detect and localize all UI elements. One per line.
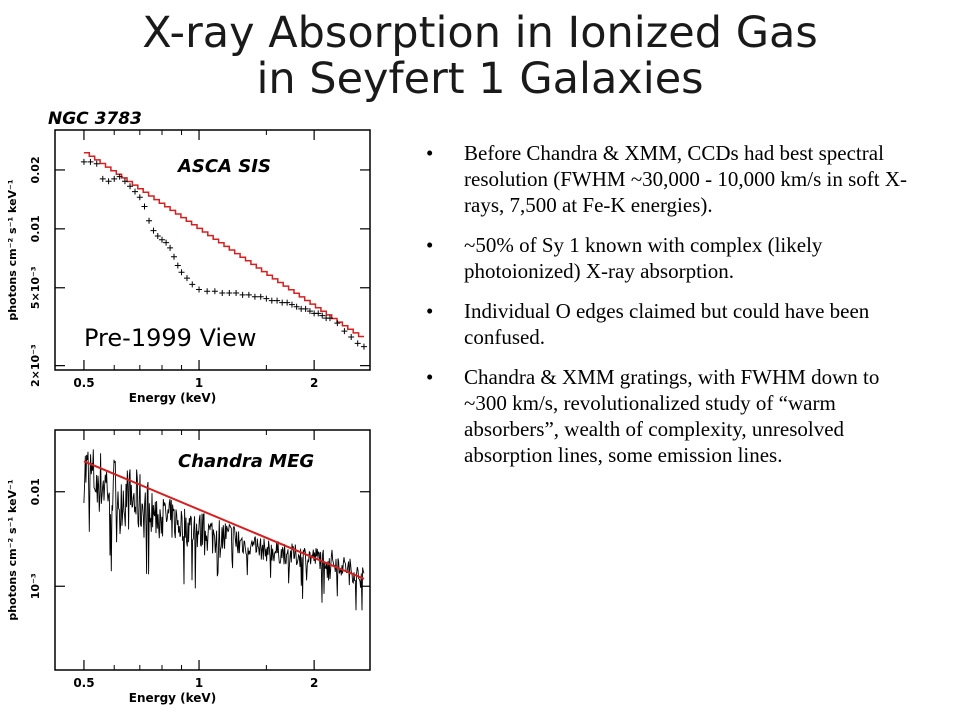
data-point bbox=[288, 301, 295, 308]
panel-annotation: Pre-1999 View bbox=[84, 324, 256, 352]
data-point bbox=[263, 295, 270, 302]
y-tick-label: 2×10⁻³ bbox=[29, 344, 42, 387]
plot-frame bbox=[54, 129, 371, 371]
bullet-dot: • bbox=[426, 299, 434, 323]
data-point bbox=[226, 290, 233, 297]
bullet-text: Chandra & XMM gratings, with FWHM down t… bbox=[464, 365, 880, 467]
bullet-text: ~50% of Sy 1 known with complex (likely … bbox=[464, 233, 823, 283]
data-point bbox=[158, 236, 165, 243]
bullet-list: • Before Chandra & XMM, CCDs had best spe… bbox=[422, 140, 922, 482]
y-tick-label: 0.02 bbox=[29, 156, 42, 183]
bullet-dot: • bbox=[426, 233, 434, 257]
panel-label: ASCA SIS bbox=[176, 156, 271, 177]
title-line-1: X-ray Absorption in Ionized Gas bbox=[142, 8, 818, 58]
data-point bbox=[274, 297, 281, 304]
x-axis-label: Energy (keV) bbox=[129, 691, 216, 705]
data-point bbox=[284, 299, 291, 306]
data-point bbox=[170, 253, 177, 260]
y-tick-label: 10⁻³ bbox=[29, 573, 42, 599]
data-point bbox=[163, 239, 170, 246]
data-point bbox=[233, 290, 240, 297]
data-point bbox=[219, 290, 226, 297]
bullet-dot: • bbox=[426, 141, 434, 165]
x-axis-label: Energy (keV) bbox=[129, 391, 216, 405]
data-point bbox=[154, 232, 161, 239]
data-point bbox=[116, 173, 123, 180]
data-point bbox=[196, 286, 203, 293]
model-step-line bbox=[83, 151, 364, 338]
asca-sis-panel: 0.5 1 2 2×10⁻³ 5×10⁻³ 0.01 0.02 Energy (keV) pho… bbox=[6, 129, 371, 405]
x-tick-label: 2 bbox=[310, 676, 318, 690]
data-point bbox=[167, 244, 174, 251]
title-line-2: in Seyfert 1 Galaxies bbox=[256, 54, 704, 104]
y-tick-label: 5×10⁻³ bbox=[29, 266, 42, 309]
data-point bbox=[87, 158, 94, 165]
data-point bbox=[132, 188, 139, 195]
x-tick-label: 1 bbox=[195, 676, 203, 690]
figure-label: NGC 3783 bbox=[48, 109, 142, 129]
data-point bbox=[189, 281, 196, 288]
data-point bbox=[302, 305, 309, 312]
bullet-item: • Before Chandra & XMM, CCDs had best spe… bbox=[422, 140, 922, 218]
plot-frame bbox=[54, 429, 371, 671]
panel-label: Chandra MEG bbox=[178, 451, 314, 472]
data-point bbox=[99, 175, 106, 182]
data-point bbox=[204, 288, 211, 295]
data-point bbox=[111, 175, 118, 182]
chandra-meg-panel: 0.5 1 2 10⁻³ 0.01 Energy (keV) photons cm⁻² s⁻… bbox=[6, 429, 371, 705]
data-point bbox=[268, 297, 275, 304]
x-tick-label: 0.5 bbox=[73, 676, 94, 690]
data-point bbox=[150, 227, 157, 234]
data-point bbox=[183, 275, 190, 282]
data-point bbox=[348, 334, 355, 341]
bullet-item: • Chandra & XMM gratings, with FWHM down … bbox=[422, 364, 922, 468]
bullet-item: • Individual O edges claimed but could ha… bbox=[422, 298, 922, 350]
bullet-item: • ~50% of Sy 1 known with complex (likely… bbox=[422, 232, 922, 284]
data-point bbox=[239, 291, 246, 298]
y-tick-label: 0.01 bbox=[29, 215, 42, 242]
data-spectrum bbox=[83, 449, 365, 611]
data-point bbox=[334, 320, 341, 327]
data-point bbox=[146, 217, 153, 224]
y-axis-label: photons cm⁻² s⁻¹ keV⁻¹ bbox=[6, 179, 19, 321]
data-point bbox=[293, 303, 300, 310]
spectra-figure: NGC 3783 0.5 1 2 2×10⁻³ 5×10⁻³ 0.01 0.02 Energy… bbox=[6, 109, 371, 705]
x-tick-label: 2 bbox=[310, 376, 318, 390]
data-point bbox=[354, 340, 361, 347]
y-axis-label: photons cm⁻² s⁻¹ keV⁻¹ bbox=[6, 479, 19, 621]
data-point bbox=[257, 293, 264, 300]
y-tick-label: 0.01 bbox=[29, 478, 42, 505]
data-point bbox=[341, 328, 348, 335]
x-tick-label: 1 bbox=[195, 376, 203, 390]
data-point bbox=[315, 310, 322, 317]
bullet-dot: • bbox=[426, 365, 434, 389]
model-line bbox=[83, 460, 365, 580]
data-point bbox=[80, 158, 87, 165]
bullet-text: Before Chandra & XMM, CCDs had best spec… bbox=[464, 141, 908, 217]
data-point bbox=[319, 312, 326, 319]
data-point bbox=[245, 291, 252, 298]
data-point bbox=[211, 288, 218, 295]
data-point bbox=[251, 293, 258, 300]
data-point bbox=[105, 178, 112, 185]
x-tick-label: 0.5 bbox=[73, 376, 94, 390]
data-point bbox=[93, 160, 100, 167]
data-point bbox=[127, 183, 134, 190]
slide-title: X-ray Absorption in Ionized Gas in Seyfe… bbox=[0, 10, 960, 102]
data-point bbox=[178, 269, 185, 276]
data-point bbox=[306, 308, 313, 315]
data-point bbox=[174, 262, 181, 269]
data-point bbox=[326, 315, 333, 322]
data-point bbox=[141, 203, 148, 210]
data-point bbox=[121, 178, 128, 185]
data-point bbox=[360, 343, 367, 350]
data-point bbox=[136, 194, 143, 201]
bullet-text: Individual O edges claimed but could hav… bbox=[464, 299, 870, 349]
